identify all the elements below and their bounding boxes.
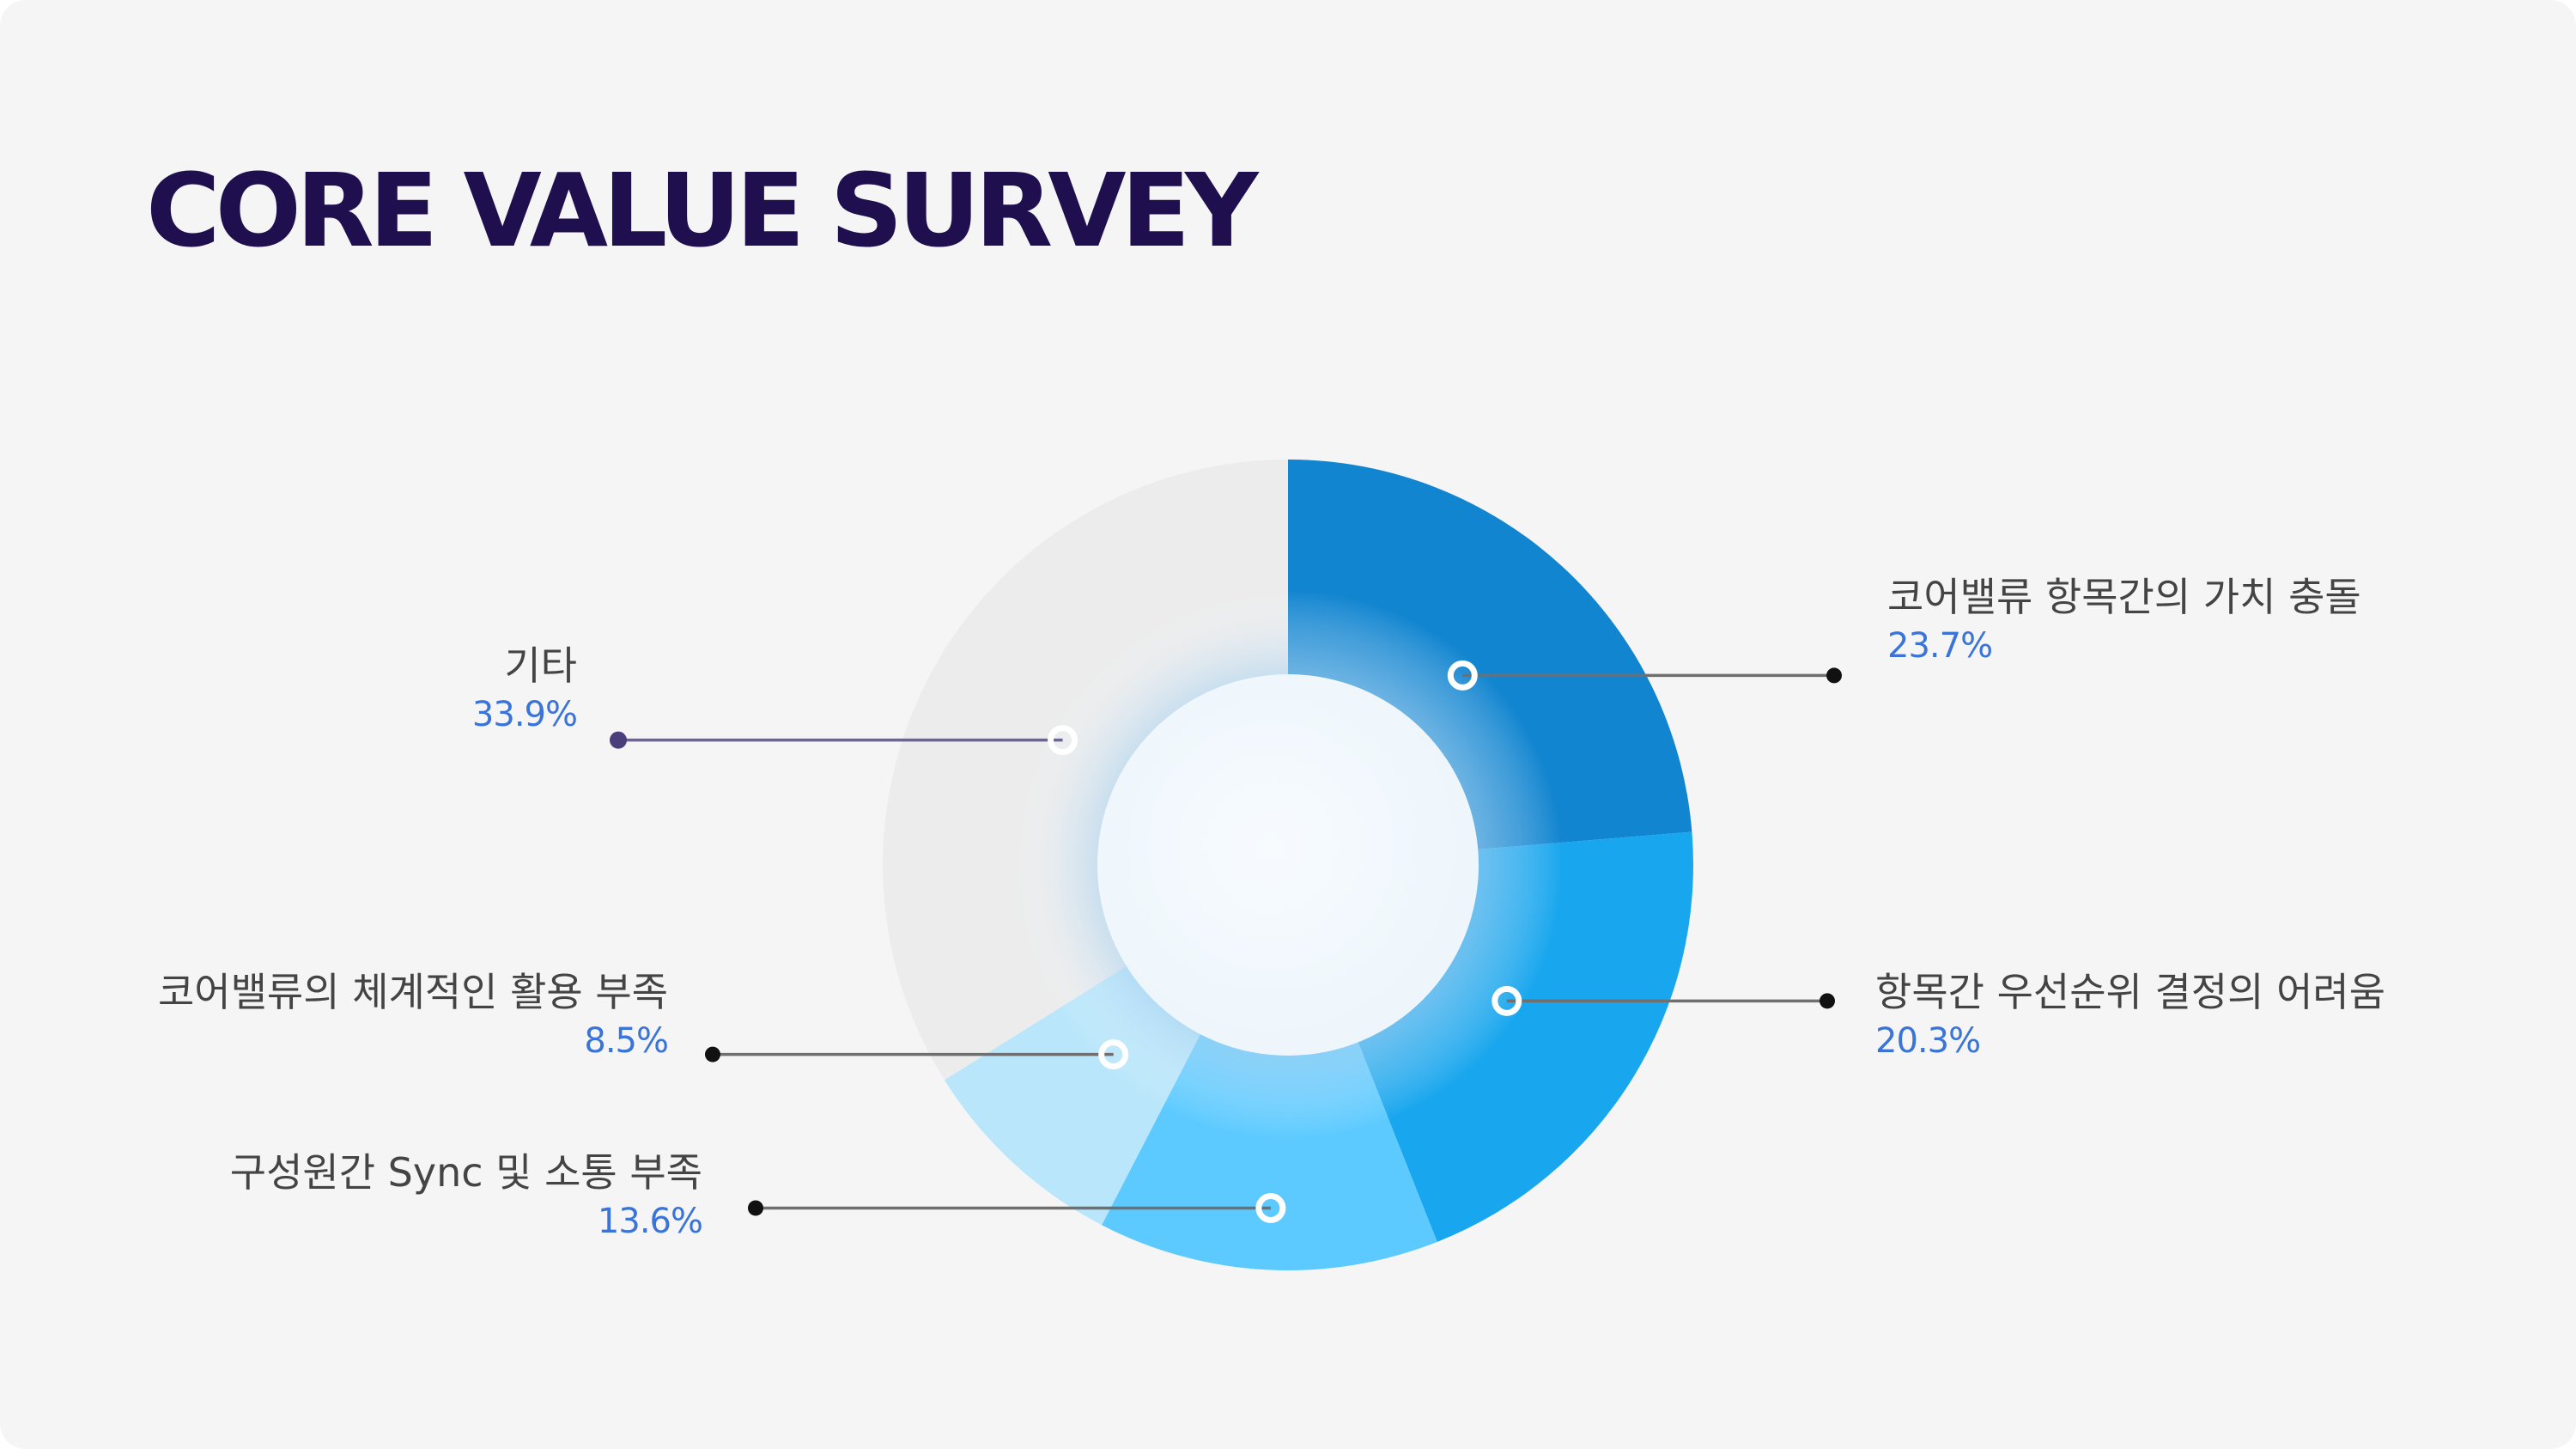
slice-label-percent: 20.3% bbox=[1875, 1021, 1981, 1061]
slice-label-percent: 23.7% bbox=[1887, 626, 1993, 666]
slice-label-name: 코어밸류 항목간의 가치 충돌 bbox=[1887, 574, 2361, 620]
slice-label-1: 코어밸류 항목간의 가치 충돌 23.7% bbox=[1887, 572, 2361, 670]
slice-label-name: 항목간 우선순위 결정의 어려움 bbox=[1875, 969, 2386, 1015]
slice-label-percent: 33.9% bbox=[471, 695, 578, 734]
leader-dot-1 bbox=[1826, 667, 1842, 684]
slice-marker-1 bbox=[1447, 660, 1478, 691]
slice-marker-3 bbox=[1255, 1192, 1286, 1223]
slice-marker-2 bbox=[1492, 985, 1522, 1016]
leader-dot-5 bbox=[610, 731, 627, 749]
slice-label-name: 구성원간 Sync 및 소통 부족 bbox=[229, 1149, 702, 1196]
slice-label-4: 코어밸류의 체계적인 활용 부족 8.5% bbox=[157, 967, 669, 1065]
slice-label-5: 기타 33.9% bbox=[471, 641, 578, 739]
slice-label-name: 기타 bbox=[504, 642, 577, 689]
leader-dot-2 bbox=[1820, 993, 1835, 1009]
leader-dot-4 bbox=[705, 1046, 720, 1062]
slice-label-percent: 13.6% bbox=[597, 1202, 703, 1241]
slice-label-percent: 8.5% bbox=[584, 1021, 669, 1061]
slice-label-name: 코어밸류의 체계적인 활용 부족 bbox=[157, 969, 668, 1015]
leader-dot-3 bbox=[748, 1200, 763, 1216]
slice-label-2: 항목간 우선순위 결정의 어려움 20.3% bbox=[1875, 967, 2385, 1065]
slice-marker-5 bbox=[1048, 725, 1078, 756]
slice-marker-4 bbox=[1098, 1039, 1129, 1070]
donut-hole bbox=[1097, 674, 1479, 1056]
page-title: CORE VALUE SURVEY bbox=[146, 151, 1259, 270]
slice-label-3: 구성원간 Sync 및 소통 부족 13.6% bbox=[229, 1148, 703, 1245]
